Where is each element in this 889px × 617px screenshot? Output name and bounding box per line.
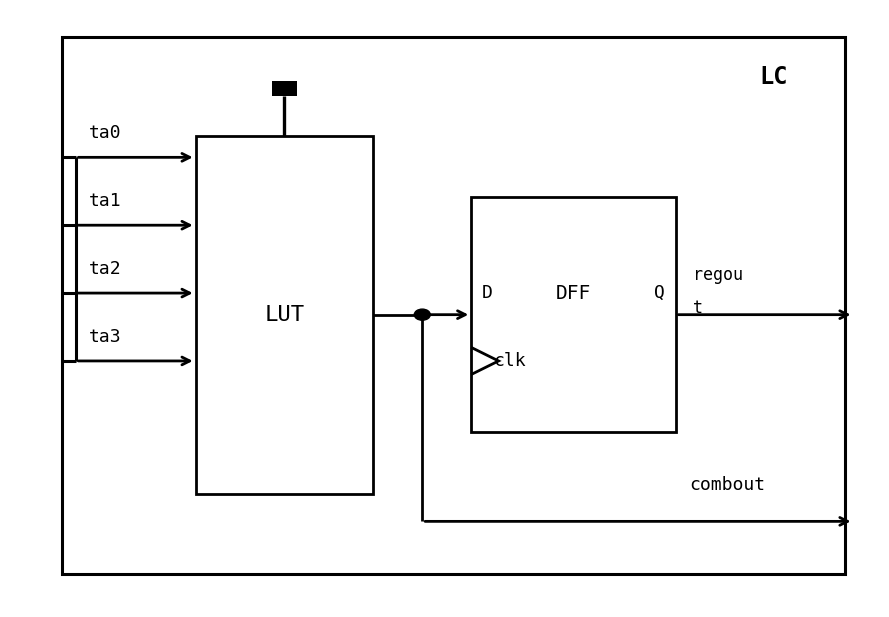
Text: regou: regou — [693, 266, 743, 284]
Text: DFF: DFF — [556, 284, 591, 302]
Text: LUT: LUT — [264, 305, 305, 325]
Text: ta3: ta3 — [89, 328, 122, 346]
Text: ta0: ta0 — [89, 124, 122, 142]
Bar — [196, 136, 373, 494]
Text: LC: LC — [759, 65, 788, 89]
Text: ta2: ta2 — [89, 260, 122, 278]
Text: D: D — [482, 284, 493, 302]
Text: ta1: ta1 — [89, 192, 122, 210]
Bar — [62, 37, 845, 574]
Circle shape — [414, 309, 430, 320]
Text: t: t — [693, 299, 703, 317]
Bar — [471, 197, 676, 432]
Text: combout: combout — [689, 476, 765, 494]
Text: clk: clk — [493, 352, 526, 370]
Bar — [272, 81, 297, 96]
Text: Q: Q — [654, 284, 665, 302]
